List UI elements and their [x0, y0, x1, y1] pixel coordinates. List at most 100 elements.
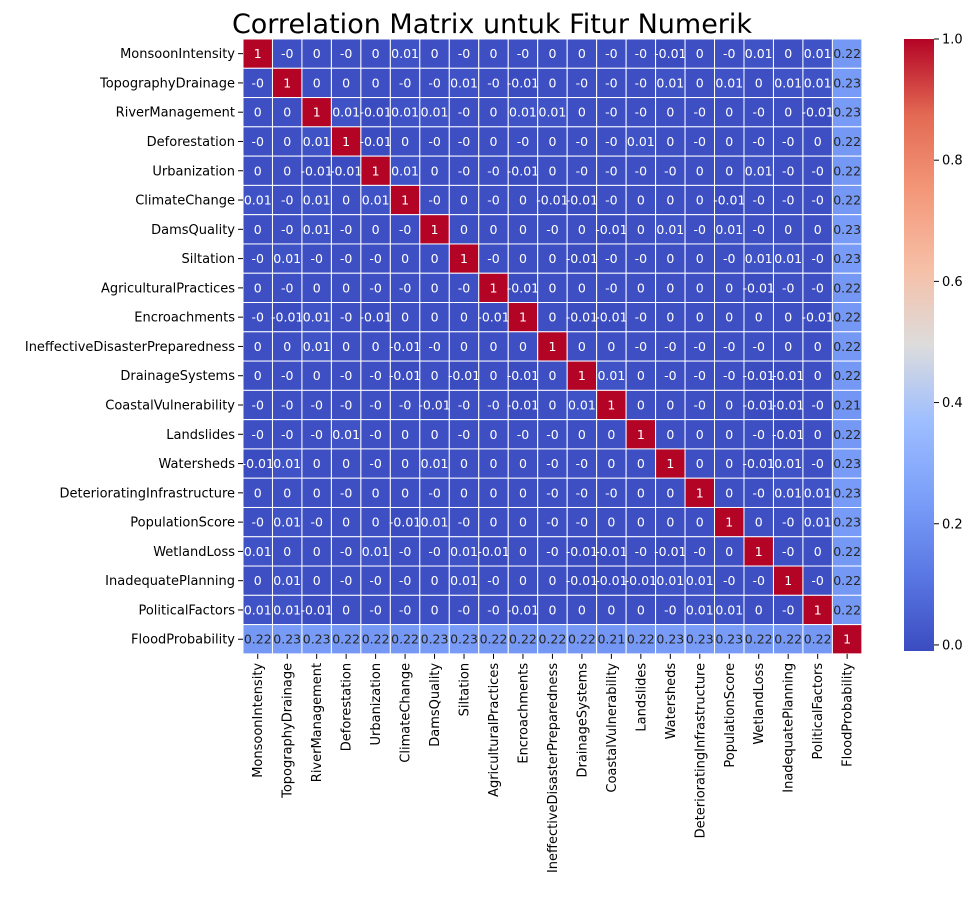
cell-value-label: 0.01 — [715, 602, 743, 617]
cell-value-label: 0 — [342, 456, 350, 471]
cell-value-label: -0.01 — [359, 310, 391, 325]
heatmap-cell — [831, 331, 863, 362]
x-tick-label: ClimateChange — [399, 663, 414, 763]
heatmap-cell — [271, 565, 303, 596]
cell-value-label: 0 — [313, 368, 321, 383]
heatmap-cell — [596, 477, 627, 508]
heatmap-cell — [655, 67, 686, 99]
heatmap-cell — [389, 331, 421, 362]
cell-value-label: -0 — [458, 515, 471, 530]
heatmap-cell — [596, 214, 627, 245]
cell-value-label: 0.21 — [833, 398, 861, 413]
heatmap-cells: 1 -0 0 -0 0 0.01 0 -0 0 -0 0 0 -0 -0 -0.01 0 -0 0.01 0 0.01… — [242, 38, 863, 655]
cell-value-label: 0.22 — [833, 339, 861, 354]
heatmap-cell — [831, 243, 863, 274]
heatmap-cell — [743, 126, 774, 157]
cell-value-label: -0 — [811, 573, 824, 588]
heatmap-cell — [330, 594, 362, 626]
cell-value-label: -0.01 — [566, 310, 598, 325]
cell-value-label: -0.01 — [566, 251, 598, 266]
y-tick-label: ClimateChange — [135, 194, 235, 209]
cell-value-label: -0 — [458, 280, 471, 295]
cell-value-label: -0 — [782, 602, 795, 617]
heatmap-cell — [271, 331, 303, 362]
cell-value-label: 0 — [666, 105, 674, 120]
cell-value-label: 0.22 — [833, 280, 861, 295]
cell-value-label: 0 — [519, 573, 527, 588]
heatmap-cell — [330, 536, 362, 567]
heatmap-cell — [419, 155, 450, 186]
y-tick-label: Landslides — [166, 428, 235, 443]
cell-value-label: 0.01 — [804, 485, 832, 500]
heatmap-cell — [625, 243, 657, 274]
heatmap-cell — [537, 536, 568, 567]
cell-value-label: 0 — [431, 251, 439, 266]
heatmap-cell — [625, 624, 657, 655]
cell-value-label: 0 — [431, 368, 439, 383]
heatmap-cell — [684, 506, 716, 538]
cell-value-label: -0 — [340, 251, 353, 266]
cell-value-label: 0.01 — [273, 456, 301, 471]
heatmap-cell — [271, 594, 303, 626]
cell-value-label: -0.01 — [418, 398, 450, 413]
cell-value-label: 0.01 — [568, 398, 596, 413]
heatmap-cell — [419, 594, 450, 626]
cell-value-label: 0 — [401, 427, 409, 442]
y-tick-label: TopographyDrainage — [99, 76, 235, 91]
cell-value-label: -0 — [458, 602, 471, 617]
cell-value-label: -0 — [340, 544, 353, 559]
cell-value-label: 0 — [755, 75, 763, 90]
heatmap-cell — [566, 97, 598, 128]
cell-value-label: 0.01 — [421, 515, 449, 530]
heatmap-cell — [330, 302, 362, 333]
cell-value-label: 0.01 — [745, 251, 773, 266]
cell-value-label: -0.01 — [507, 368, 539, 383]
y-tick-label: FloodProbability — [131, 633, 235, 648]
heatmap-cell — [596, 243, 627, 274]
cell-value-label: 0.01 — [391, 163, 419, 178]
cell-value-label: -0 — [340, 573, 353, 588]
heatmap-cell — [566, 155, 598, 186]
cell-value-label: -0 — [723, 251, 736, 266]
cell-value-label: 0 — [784, 310, 792, 325]
cell-value-label: 0.22 — [833, 427, 861, 442]
cell-value-label: 0 — [490, 134, 498, 149]
cell-value-label: 0 — [696, 46, 704, 61]
cell-value-label: 0 — [725, 280, 733, 295]
cell-value-label: -0 — [752, 193, 765, 208]
heatmap-cell — [537, 126, 568, 157]
cell-value-label: 0 — [666, 134, 674, 149]
cell-value-label: -0.01 — [743, 280, 775, 295]
cell-value-label: 0.22 — [539, 632, 567, 647]
heatmap-cell — [831, 536, 863, 567]
cell-value-label: 0 — [578, 339, 586, 354]
heatmap-cell — [507, 594, 539, 626]
cell-value-label: -0 — [694, 544, 707, 559]
cell-value-label: -0 — [782, 544, 795, 559]
y-tick-label: CoastalVulnerability — [105, 399, 235, 414]
cell-value-label: 0 — [548, 46, 556, 61]
heatmap-cell — [242, 126, 273, 157]
heatmap-cell — [389, 302, 421, 333]
cell-value-label: 0 — [696, 193, 704, 208]
heatmap-cell — [596, 389, 627, 421]
cell-value-label: -0 — [752, 427, 765, 442]
cell-value-label: 0 — [637, 456, 645, 471]
cell-value-label: 0.01 — [332, 105, 360, 120]
heatmap-cell — [478, 331, 509, 362]
heatmap-cell — [448, 67, 480, 99]
cell-value-label: 0 — [254, 105, 262, 120]
heatmap-cell — [448, 97, 480, 128]
cell-value-label: -0 — [605, 105, 618, 120]
cell-value-label: 0 — [725, 398, 733, 413]
heatmap-cell — [772, 302, 804, 333]
cell-value-label: 0 — [401, 134, 409, 149]
heatmap-cell — [507, 302, 539, 333]
cell-value-label: -0 — [458, 398, 471, 413]
heatmap-cell — [537, 624, 568, 655]
heatmap-cell — [448, 302, 480, 333]
heatmap-cell — [301, 360, 332, 391]
cell-value-label: 0 — [814, 134, 822, 149]
cell-value-label: 0 — [755, 310, 763, 325]
